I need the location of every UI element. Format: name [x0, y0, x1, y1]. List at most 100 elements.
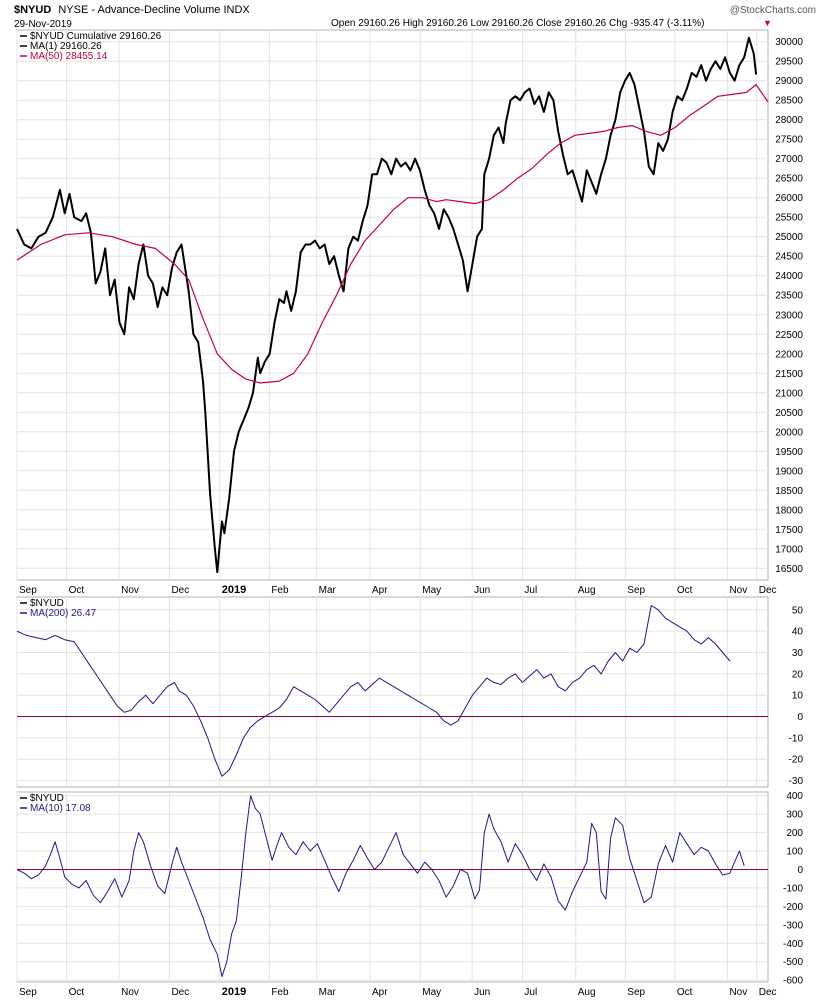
main-y-tick-label: 27000: [775, 154, 803, 165]
x-axis-month-label: Jun: [474, 987, 490, 998]
symbol: $NYUD: [14, 4, 51, 16]
x-axis-month-label: Nov: [121, 987, 139, 998]
x-axis-month-label: Mar: [319, 585, 337, 596]
ma10-y-tick-label: -100: [783, 883, 803, 894]
x-axis-month-label: Oct: [677, 987, 693, 998]
main-y-tick-label: 19000: [775, 466, 803, 477]
x-axis-month-label: Nov: [121, 585, 139, 596]
main-y-tick-label: 26000: [775, 193, 803, 204]
x-axis-month-label: May: [422, 585, 441, 596]
ma200-y-tick-label: -20: [789, 755, 804, 766]
ma10-y-tick-label: -500: [783, 957, 803, 968]
chart-header-title: $NYUD NYSE - Advance-Decline Volume INDX: [14, 4, 250, 16]
main-y-tick-label: 18000: [775, 505, 803, 516]
x-axis-month-label: Nov: [729, 585, 747, 596]
ma200-legend-entry: $NYUD: [30, 598, 64, 609]
ma200-y-tick-label: 40: [792, 627, 804, 638]
ma10-y-tick-label: -200: [783, 902, 803, 913]
main-y-tick-label: 19500: [775, 447, 803, 458]
bottom-x-axis: Sep Oct Nov Dec 2019 Feb Mar Apr May Jun Jul Aug Sep…: [19, 986, 777, 998]
x-axis-month-label: Jul: [524, 585, 537, 596]
x-axis-month-label: Apr: [372, 987, 388, 998]
main-price-panel: 16500 17000 17500 18000 18500 19000 19500 20000…: [16, 29, 803, 581]
main-y-tick-label: 25500: [775, 213, 803, 224]
ma10-y-tick-label: 400: [786, 791, 803, 802]
main-y-tick-label: 22000: [775, 349, 803, 360]
main-y-tick-label: 24500: [775, 252, 803, 263]
x-axis-month-label: Feb: [271, 987, 289, 998]
ma10-y-tick-label: 0: [797, 865, 803, 876]
main-y-tick-label: 28500: [775, 96, 803, 107]
x-axis-month-label: Sep: [627, 987, 645, 998]
ma200-series-ma-200--line: [16, 605, 731, 777]
main-y-tick-label: 17500: [775, 525, 803, 536]
main-y-tick-label: 20500: [775, 408, 803, 419]
x-axis-month-label: Jul: [524, 987, 537, 998]
x-axis-month-label: Dec: [759, 585, 777, 596]
ma10-frame: [16, 791, 769, 983]
x-axis-month-label: Sep: [627, 585, 645, 596]
main-legend-entry: MA(50) 28455.14: [30, 51, 108, 62]
main-y-tick-label: 30000: [775, 37, 803, 48]
ma10-legend-entry: MA(10) 17.08: [30, 803, 91, 814]
ma200-y-tick-label: 30: [792, 648, 804, 659]
x-axis-month-label: Feb: [271, 585, 289, 596]
ma10-y-tick-label: -400: [783, 939, 803, 950]
ma200-frame: [16, 596, 769, 788]
stockcharts-watermark: @StockCharts.com: [730, 5, 816, 16]
main-legend-entry: MA(1) 29160.26: [30, 41, 102, 52]
chart-date: 29-Nov-2019: [14, 19, 72, 30]
x-axis-month-label: Nov: [729, 987, 747, 998]
x-axis-month-label: Mar: [319, 987, 337, 998]
main-y-tick-label: 29000: [775, 76, 803, 87]
chg-down-arrow-icon: ▼: [763, 18, 772, 28]
ma200-y-tick-label: 0: [797, 712, 803, 723]
ma200-y-tick-label: 50: [792, 605, 804, 616]
x-axis-month-label: Aug: [578, 585, 596, 596]
x-axis-month-label: Jun: [474, 585, 490, 596]
main-legend-entry: $NYUD Cumulative 29160.26: [30, 31, 162, 42]
x-axis-month-label: Sep: [19, 585, 37, 596]
x-axis-month-label: Dec: [171, 987, 189, 998]
ma200-y-tick-label: -10: [789, 733, 804, 744]
x-axis-month-label: Dec: [171, 585, 189, 596]
main-y-tick-label: 27500: [775, 135, 803, 146]
x-axis-month-label: 2019: [222, 986, 246, 998]
main-y-tick-label: 25000: [775, 232, 803, 243]
ma200-legend-entry: MA(200) 26.47: [30, 608, 97, 619]
ma10-series-ma-10--line: [16, 795, 745, 977]
ma10-panel: -600 -500 -400 -300 -200 -100 0 100 200 300 400 $NY…: [16, 791, 803, 987]
main-series-ma-1--line: [16, 36, 758, 574]
main-y-tick-label: 21500: [775, 369, 803, 380]
main-y-tick-label: 16500: [775, 564, 803, 575]
x-axis-month-label: Oct: [69, 987, 85, 998]
ma200-y-tick-label: 20: [792, 669, 804, 680]
main-y-tick-label: 28000: [775, 115, 803, 126]
x-axis-month-label: Sep: [19, 987, 37, 998]
x-axis-month-label: Dec: [759, 987, 777, 998]
x-axis-month-label: May: [422, 987, 441, 998]
ma10-y-tick-label: -600: [783, 976, 803, 987]
ma10-legend-entry: $NYUD: [30, 793, 64, 804]
main-y-tick-label: 18500: [775, 486, 803, 497]
main-x-axis: Sep Oct Nov Dec 2019 Feb Mar Apr May Jun Jul Aug Sep…: [19, 584, 777, 596]
ma10-y-tick-label: 300: [786, 810, 803, 821]
ma10-y-tick-label: 100: [786, 847, 803, 858]
x-axis-month-label: 2019: [222, 584, 246, 596]
main-y-tick-label: 24000: [775, 271, 803, 282]
ma200-y-tick-label: 10: [792, 691, 804, 702]
x-axis-month-label: Oct: [677, 585, 693, 596]
main-y-tick-label: 21000: [775, 388, 803, 399]
main-y-tick-label: 26500: [775, 174, 803, 185]
x-axis-month-label: Apr: [372, 585, 388, 596]
main-series-ma-50--line: [16, 84, 769, 384]
x-axis-month-label: Oct: [69, 585, 85, 596]
ma10-y-tick-label: -300: [783, 920, 803, 931]
main-y-tick-label: 20000: [775, 427, 803, 438]
main-y-tick-label: 17000: [775, 544, 803, 555]
main-y-tick-label: 23000: [775, 310, 803, 321]
x-axis-month-label: Aug: [578, 987, 596, 998]
ma200-y-tick-label: -30: [789, 776, 804, 787]
